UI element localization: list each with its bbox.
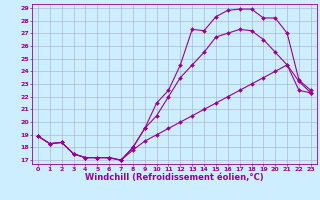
X-axis label: Windchill (Refroidissement éolien,°C): Windchill (Refroidissement éolien,°C): [85, 173, 264, 182]
